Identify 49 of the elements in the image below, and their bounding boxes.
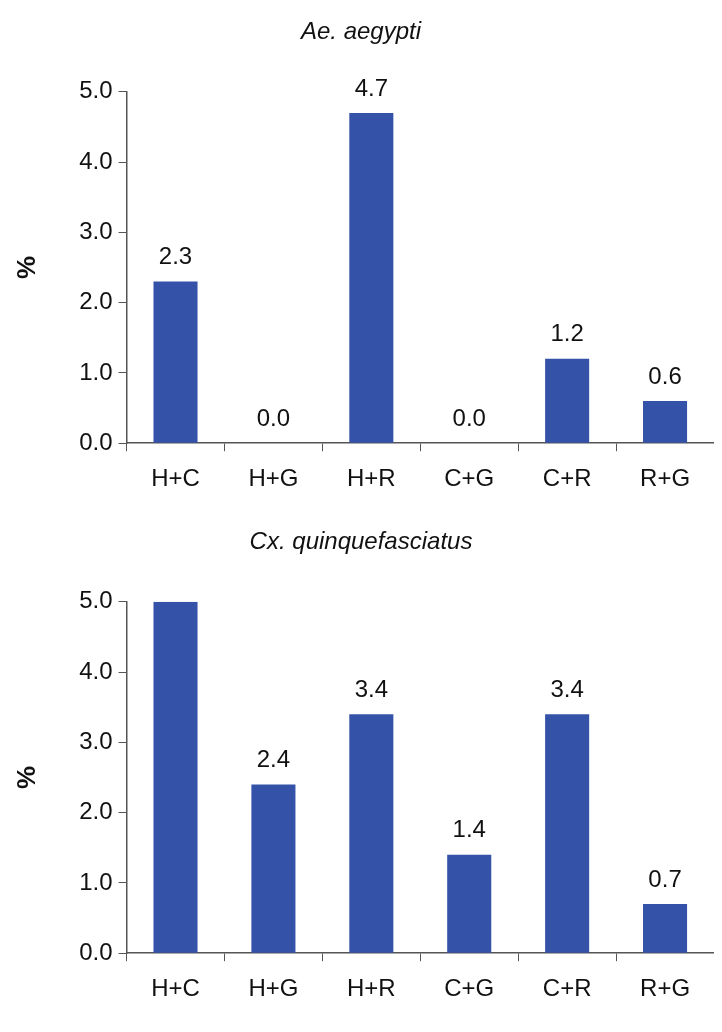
bar: [153, 281, 198, 443]
bar: [349, 112, 394, 443]
data-label: 0.0: [452, 403, 486, 431]
y-tick-label: 3.0: [79, 216, 113, 244]
y-tick-label: 1.0: [79, 357, 113, 385]
data-label: 3.4: [354, 674, 389, 702]
bar: [251, 784, 296, 953]
y-tick-label: 2.0: [79, 287, 113, 315]
data-label: 0.6: [648, 361, 682, 389]
data-label: 3.4: [550, 674, 584, 702]
x-tick-label: C+R: [542, 974, 592, 1002]
bar: [349, 714, 394, 953]
data-label: 1.2: [550, 319, 584, 347]
y-tick-label: 4.0: [79, 656, 113, 684]
data-label: 2.3: [158, 242, 193, 270]
bar: [545, 358, 590, 443]
x-tick-label: R+G: [640, 464, 691, 492]
x-tick-label: H+G: [248, 464, 299, 492]
y-axis-title: %: [10, 765, 41, 790]
x-tick-label: H+C: [151, 974, 200, 1002]
y-tick-label: 0.0: [79, 937, 113, 965]
bar: [643, 904, 688, 953]
x-tick-label: H+C: [151, 464, 200, 492]
y-tick-label: 4.0: [79, 146, 113, 174]
data-label: 1.4: [452, 815, 486, 843]
data-label: 0.7: [648, 864, 682, 892]
y-axis-title: %: [10, 255, 41, 280]
x-tick-label: H+R: [346, 974, 396, 1002]
x-tick-label: H+G: [248, 974, 299, 1002]
chart-title: Cx. quinquefasciatus: [249, 527, 473, 555]
x-tick-label: C+G: [444, 464, 495, 492]
data-label: 4.7: [354, 73, 389, 101]
bar: [545, 714, 590, 953]
x-tick-label: C+R: [542, 464, 592, 492]
x-tick-label: C+G: [444, 974, 495, 1002]
x-tick-label: R+G: [640, 974, 691, 1002]
bar: [643, 401, 688, 443]
data-label: 2.4: [256, 745, 291, 773]
bar: [447, 854, 492, 953]
y-tick-label: 0.0: [79, 427, 113, 455]
y-tick-label: 1.0: [79, 867, 113, 895]
y-tick-label: 5.0: [79, 76, 113, 104]
y-tick-label: 5.0: [79, 586, 113, 614]
data-label: 0.0: [256, 403, 291, 431]
bar: [153, 601, 198, 953]
y-tick-label: 2.0: [79, 797, 113, 825]
x-tick-label: H+R: [346, 464, 396, 492]
y-tick-label: 3.0: [79, 726, 113, 754]
chart-title: Ae. aegypti: [298, 17, 422, 45]
